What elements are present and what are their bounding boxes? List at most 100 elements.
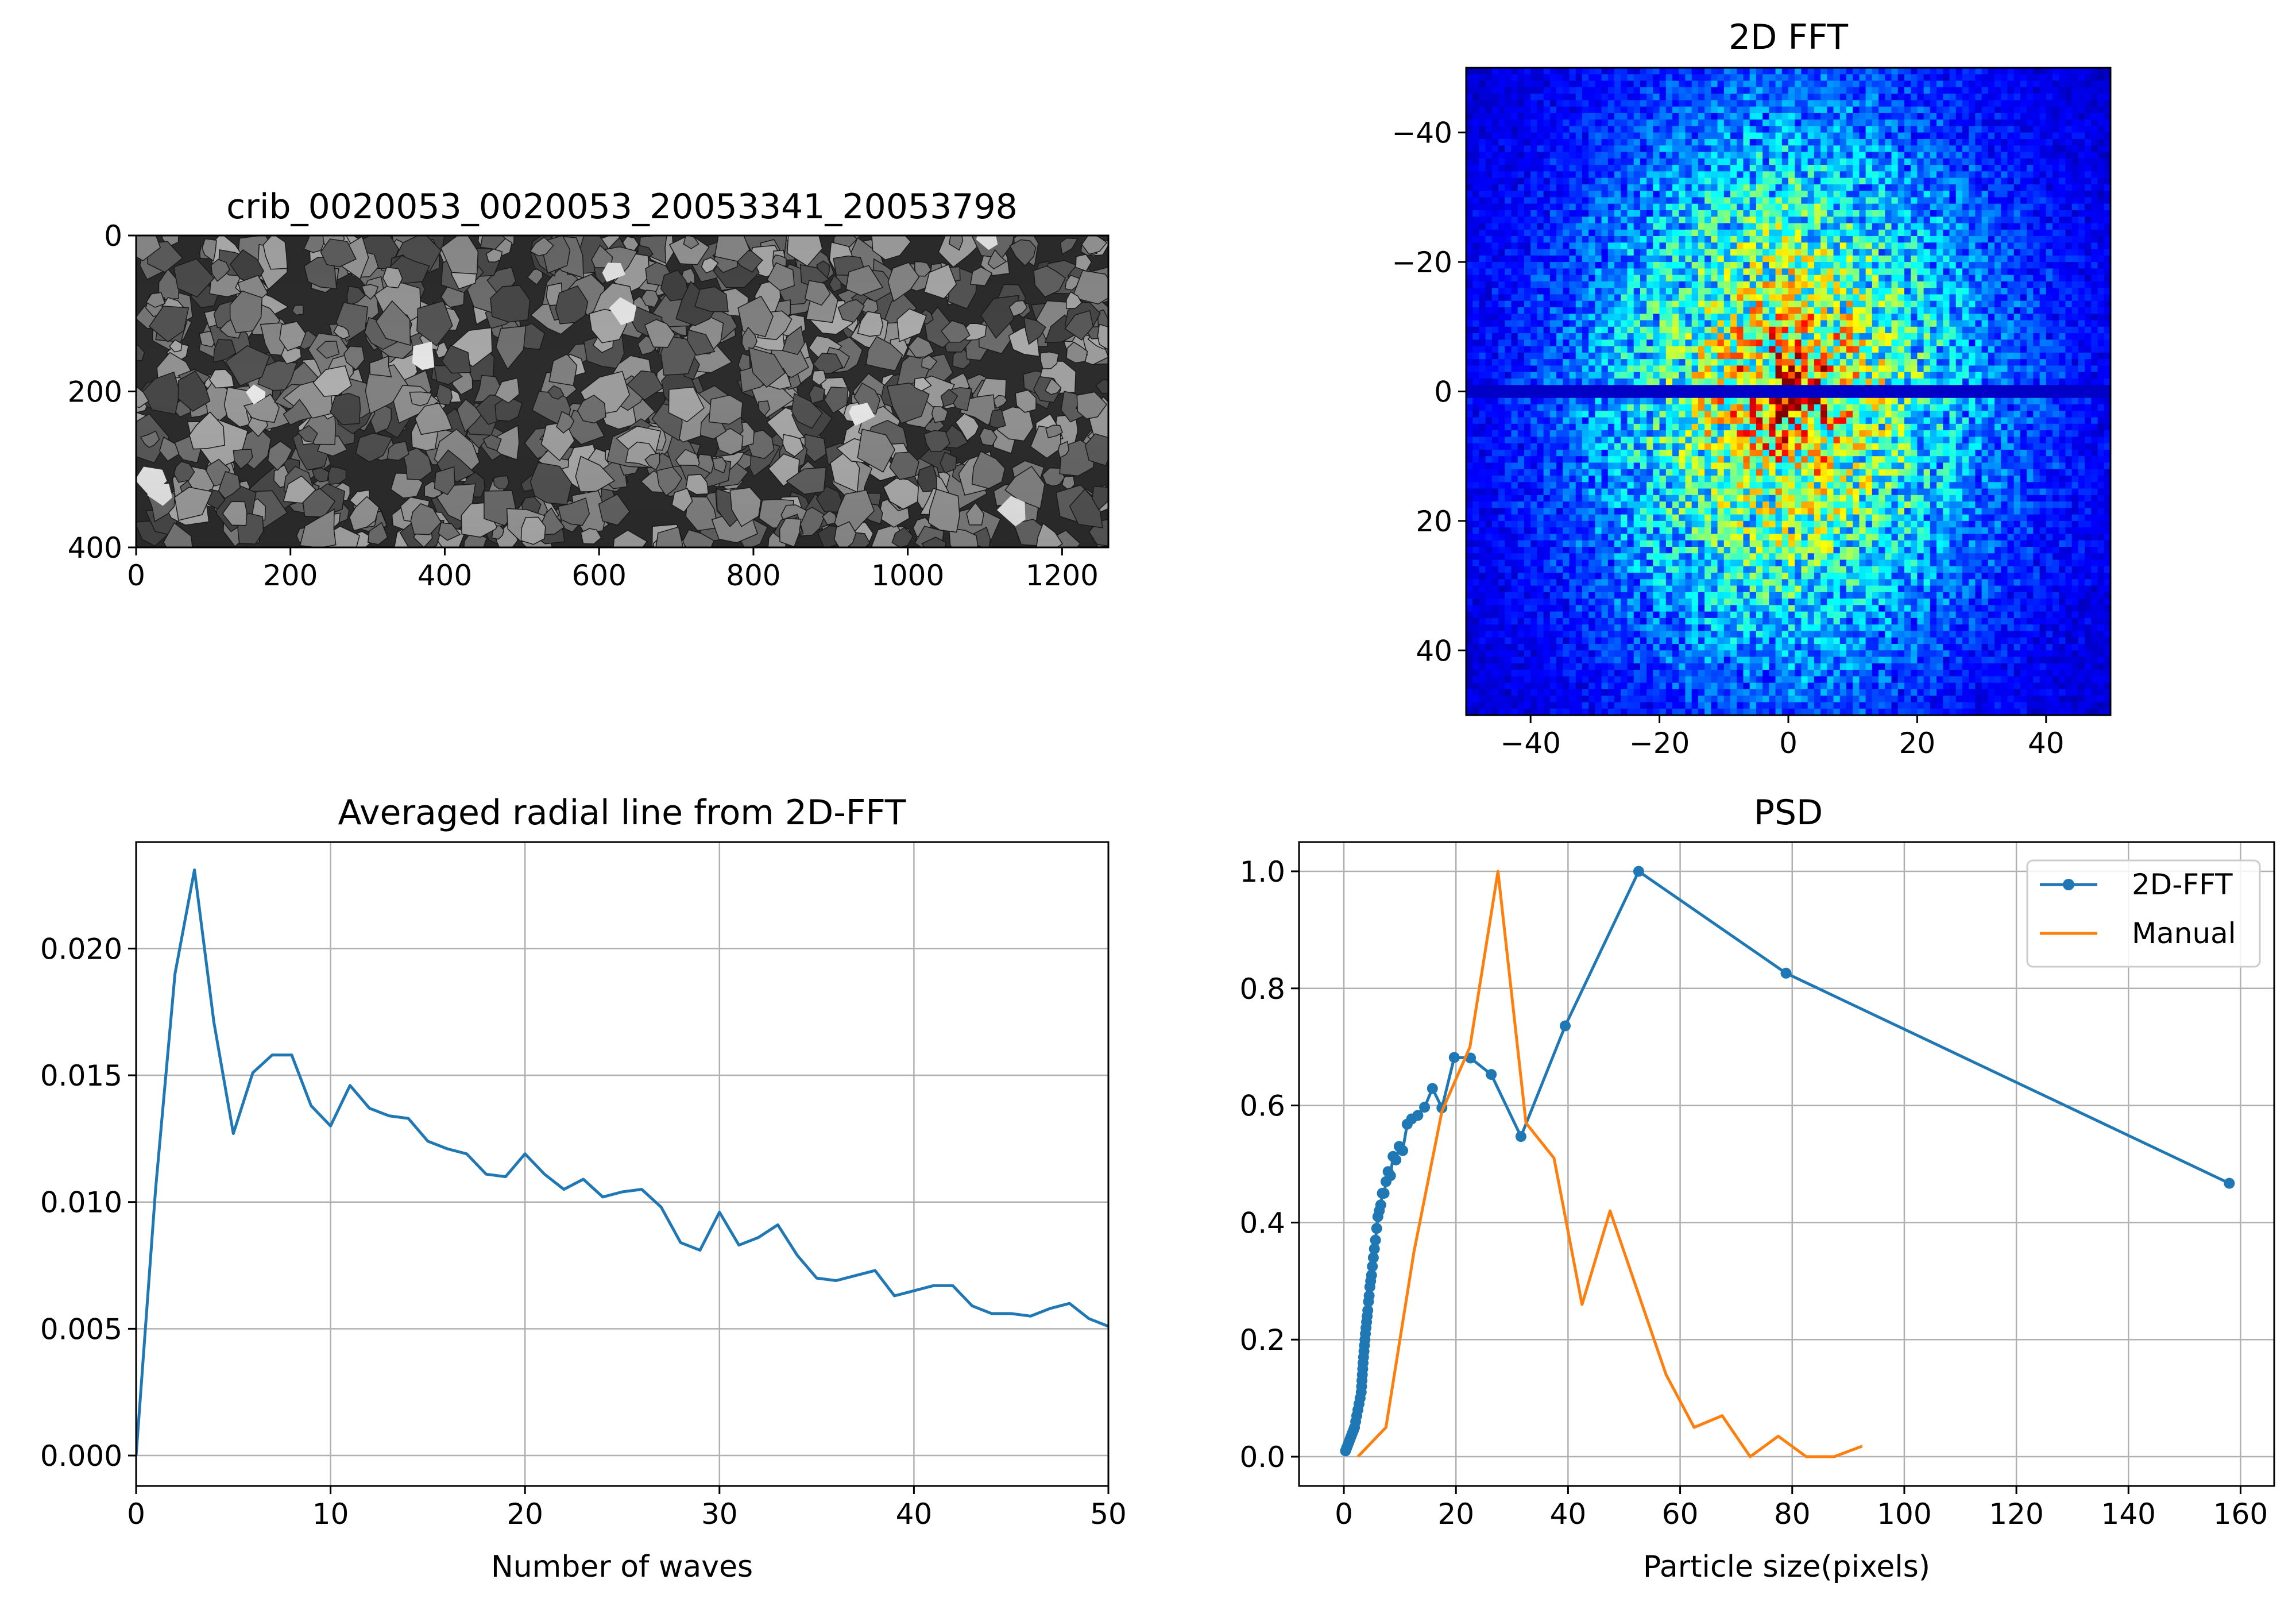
fft-cell xyxy=(1479,145,1486,153)
fft-cell xyxy=(2071,249,2079,256)
fft-cell xyxy=(1569,307,1576,314)
fft-cell xyxy=(2065,314,2073,321)
fft-cell xyxy=(1853,223,1860,230)
fft-cell xyxy=(1556,68,1563,75)
fft-cell xyxy=(2039,184,2047,191)
fft-cell xyxy=(2091,126,2098,133)
fft-cell xyxy=(2059,223,2066,230)
fft-cell xyxy=(1911,203,1918,211)
fft-cell xyxy=(2053,275,2059,282)
fft-cell xyxy=(1563,113,1570,120)
fft-cell xyxy=(1988,152,1995,159)
fft-cell xyxy=(1543,210,1551,217)
fft-cell xyxy=(2020,191,2027,198)
fft-cell xyxy=(1737,262,1744,269)
fft-cell xyxy=(1975,229,1982,237)
fft-cell xyxy=(1466,255,1473,262)
fft-cell xyxy=(1646,203,1653,211)
fft-cell xyxy=(1491,126,1499,133)
fft-cell xyxy=(1749,203,1757,211)
fft-cell xyxy=(1466,145,1473,153)
fft-cell xyxy=(1943,223,1950,230)
fft-cell xyxy=(1595,68,1602,75)
fft-cell xyxy=(1511,152,1518,159)
fft-cell xyxy=(1775,177,1783,185)
fft-cell xyxy=(1607,262,1615,269)
fft-cell xyxy=(1543,106,1551,114)
fft-cell xyxy=(1994,68,2001,75)
fft-cell xyxy=(1807,152,1815,159)
fft-cell xyxy=(1994,87,2001,94)
fft-cell xyxy=(1556,87,1563,94)
fft-cell xyxy=(1730,74,1737,82)
fft-cell xyxy=(1807,177,1815,185)
fft-cell xyxy=(1614,294,1621,302)
fft-cell xyxy=(1936,126,1943,133)
fft-cell xyxy=(1653,197,1660,204)
fft-cell xyxy=(1897,242,1905,250)
fft-cell xyxy=(1685,80,1692,88)
fft-cell xyxy=(1479,294,1486,302)
fft-cell xyxy=(1549,191,1557,198)
fft-cell xyxy=(1466,74,1473,82)
fft-cell xyxy=(2097,223,2105,230)
fft-cell xyxy=(1936,288,1943,295)
fft-cell xyxy=(1846,158,1853,165)
fft-cell xyxy=(2091,326,2098,334)
fft-cell xyxy=(2013,268,2021,276)
fft-cell xyxy=(1853,203,1860,211)
fft-cell xyxy=(1949,300,1957,308)
fft-cell xyxy=(1659,268,1667,276)
fft-cell xyxy=(1917,300,1924,308)
fft-cell xyxy=(1659,100,1667,107)
fft-cell xyxy=(1491,262,1499,269)
fft-cell xyxy=(1679,275,1686,282)
fft-cell xyxy=(1698,236,1705,243)
fft-cell xyxy=(2001,145,2008,153)
fft-cell xyxy=(1607,203,1615,211)
fft-cell xyxy=(2027,210,2034,217)
fft-cell xyxy=(1923,132,1931,140)
fft-cell xyxy=(1646,138,1653,146)
fft-cell xyxy=(2007,184,2015,191)
fft-cell xyxy=(1788,320,1795,327)
fft-cell xyxy=(1885,138,1892,146)
fft-cell xyxy=(1659,217,1667,224)
fft-cell xyxy=(1685,294,1692,302)
fft-cell xyxy=(1466,94,1473,101)
fft-cell xyxy=(1839,152,1847,159)
fft-cell xyxy=(1505,184,1512,191)
fft-cell xyxy=(1846,281,1853,288)
fft-cell xyxy=(2085,68,2092,75)
fft-cell xyxy=(2001,191,2008,198)
fft-cell xyxy=(1614,94,1621,101)
fft-cell xyxy=(1801,132,1808,140)
fft-cell xyxy=(1621,314,1628,321)
fft-cell xyxy=(1737,68,1744,75)
fft-cell xyxy=(1491,132,1499,140)
fft-cell xyxy=(1717,126,1725,133)
fft-cell xyxy=(2020,294,2027,302)
fft-cell xyxy=(1524,255,1531,262)
fft-cell xyxy=(1698,333,1705,340)
fft-cell xyxy=(1711,158,1718,165)
fft-cell xyxy=(1737,138,1744,146)
fft-cell xyxy=(1717,74,1725,82)
fft-cell xyxy=(2091,87,2098,94)
fft-cell xyxy=(1814,106,1821,114)
fft-cell xyxy=(2007,113,2015,120)
fft-cell xyxy=(1917,113,1924,120)
fft-cell xyxy=(1717,217,1725,224)
fft-cell xyxy=(1498,126,1505,133)
fft-cell xyxy=(1549,281,1557,288)
fft-cell xyxy=(1595,300,1602,308)
fft-cell xyxy=(1994,217,2001,224)
fft-cell xyxy=(1943,288,1950,295)
fft-cell xyxy=(1569,74,1576,82)
fft-cell xyxy=(1672,177,1679,185)
fft-cell xyxy=(1917,152,1924,159)
fft-cell xyxy=(2013,217,2021,224)
fft-cell xyxy=(1582,307,1589,314)
fft-cell xyxy=(1943,191,1950,198)
fft-cell xyxy=(2053,191,2059,198)
